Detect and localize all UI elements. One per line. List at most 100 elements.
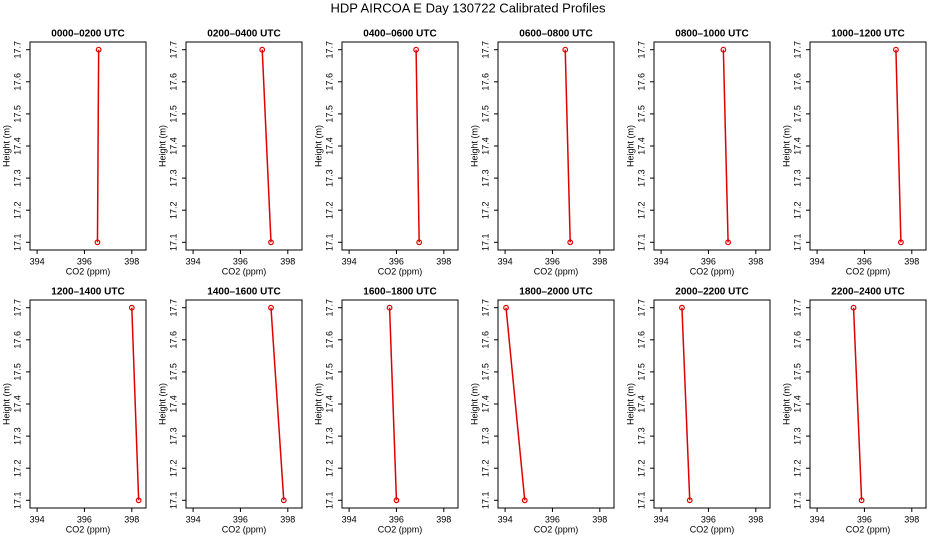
- y-tick-label: 17.4: [636, 137, 646, 155]
- y-tick-label: 17.2: [636, 459, 646, 477]
- profile-line: [131, 307, 140, 501]
- y-tick-label: 17.1: [792, 492, 802, 510]
- x-tick-label: 398: [124, 256, 139, 266]
- y-tick-label: 17.3: [636, 169, 646, 187]
- y-tick-label: 17.5: [480, 363, 490, 381]
- profile-point: [94, 239, 101, 246]
- profile-line: [270, 307, 285, 501]
- y-tick-label: 17.4: [792, 395, 802, 413]
- y-tick-label: 17.5: [12, 105, 22, 123]
- y-tick-label: 17.3: [480, 169, 490, 187]
- y-tick-label: 17.1: [324, 492, 334, 510]
- y-tick-label: 17.4: [168, 137, 178, 155]
- y-tick-label: 17.3: [324, 427, 334, 445]
- profile-point: [567, 239, 574, 246]
- y-axis-label: Height (m): [1, 383, 11, 425]
- x-tick-label: 396: [389, 256, 404, 266]
- y-axis-label: Height (m): [625, 125, 635, 167]
- y-tick-label: 17.7: [792, 299, 802, 317]
- y-tick-label: 17.2: [636, 201, 646, 219]
- panel-title: 0600–0800 UTC: [519, 29, 592, 40]
- profile-line: [505, 307, 526, 501]
- y-tick-label: 17.4: [324, 395, 334, 413]
- y-tick-label: 17.6: [12, 73, 22, 91]
- y-axis-label: Height (m): [469, 125, 479, 167]
- profile-point: [503, 304, 509, 311]
- x-tick-label: 394: [810, 514, 825, 524]
- y-tick-label: 17.5: [792, 105, 802, 123]
- y-tick-label: 17.6: [12, 331, 22, 349]
- y-tick-label: 17.2: [168, 201, 178, 219]
- x-axis-label: CO2 (ppm): [378, 266, 423, 276]
- y-tick-label: 17.5: [480, 105, 490, 123]
- x-tick-label: 398: [124, 514, 139, 524]
- y-tick-label: 17.7: [12, 299, 22, 317]
- profile-point: [686, 497, 693, 504]
- y-tick-label: 17.5: [324, 105, 334, 123]
- x-tick-label: 396: [77, 256, 92, 266]
- y-tick-label: 17.1: [324, 234, 334, 252]
- x-axis-label: CO2 (ppm): [66, 266, 111, 276]
- y-tick-label: 17.3: [480, 427, 490, 445]
- x-axis-label: CO2 (ppm): [846, 524, 891, 534]
- y-tick-label: 17.3: [168, 427, 178, 445]
- x-axis-label: CO2 (ppm): [66, 524, 111, 534]
- y-tick-label: 17.5: [636, 363, 646, 381]
- y-tick-label: 17.4: [324, 137, 334, 155]
- y-tick-label: 17.4: [12, 137, 22, 155]
- x-tick-label: 398: [436, 514, 451, 524]
- x-tick-label: 398: [280, 514, 295, 524]
- x-axis-label: CO2 (ppm): [378, 524, 423, 534]
- y-tick-label: 17.3: [792, 169, 802, 187]
- panel-title: 0000–0200 UTC: [51, 29, 124, 40]
- y-tick-label: 17.2: [792, 201, 802, 219]
- y-tick-label: 17.4: [480, 137, 490, 155]
- x-tick-label: 394: [654, 256, 669, 266]
- panel-title: 1800–2000 UTC: [519, 287, 592, 298]
- profile-line: [852, 307, 863, 501]
- profile-point: [679, 304, 685, 311]
- profile-line: [681, 307, 691, 501]
- panel-title: 0800–1000 UTC: [675, 29, 748, 40]
- x-axis-label: CO2 (ppm): [222, 524, 267, 534]
- profile-point: [135, 497, 142, 504]
- y-tick-label: 17.7: [324, 299, 334, 317]
- y-tick-label: 17.7: [12, 41, 22, 59]
- y-axis-label: Height (m): [469, 383, 479, 425]
- y-axis-label: Height (m): [1, 125, 11, 167]
- x-tick-label: 396: [545, 256, 560, 266]
- profile-line: [564, 49, 571, 243]
- x-tick-label: 396: [701, 514, 716, 524]
- y-tick-label: 17.3: [792, 427, 802, 445]
- x-tick-label: 396: [233, 514, 248, 524]
- panel-title: 0200–0400 UTC: [207, 29, 280, 40]
- page-title: HDP AIRCOA E Day 130722 Calibrated Profi…: [330, 0, 606, 15]
- profile-point: [562, 46, 569, 53]
- profile-point: [725, 239, 731, 246]
- x-axis-label: CO2 (ppm): [222, 266, 267, 276]
- profile-point: [280, 497, 287, 504]
- y-tick-label: 17.2: [480, 201, 490, 219]
- y-tick-label: 17.3: [12, 427, 22, 445]
- x-axis-label: CO2 (ppm): [690, 266, 735, 276]
- x-tick-label: 394: [654, 514, 669, 524]
- profile-line: [895, 49, 902, 243]
- panel-title: 1600–1800 UTC: [363, 287, 436, 298]
- profile-line: [415, 49, 420, 243]
- y-tick-label: 17.5: [12, 363, 22, 381]
- y-tick-label: 17.6: [168, 331, 178, 349]
- x-tick-label: 394: [186, 256, 201, 266]
- x-tick-label: 396: [389, 514, 404, 524]
- x-tick-label: 394: [342, 256, 357, 266]
- x-tick-label: 398: [904, 256, 919, 266]
- y-tick-label: 17.2: [168, 459, 178, 477]
- profile-line: [388, 307, 398, 501]
- profile-line: [261, 49, 272, 243]
- y-tick-label: 17.1: [168, 234, 178, 252]
- profile-point: [416, 239, 423, 246]
- x-tick-label: 394: [30, 514, 45, 524]
- panel-title: 1400–1600 UTC: [207, 287, 280, 298]
- y-tick-label: 17.7: [636, 299, 646, 317]
- y-tick-label: 17.1: [168, 492, 178, 510]
